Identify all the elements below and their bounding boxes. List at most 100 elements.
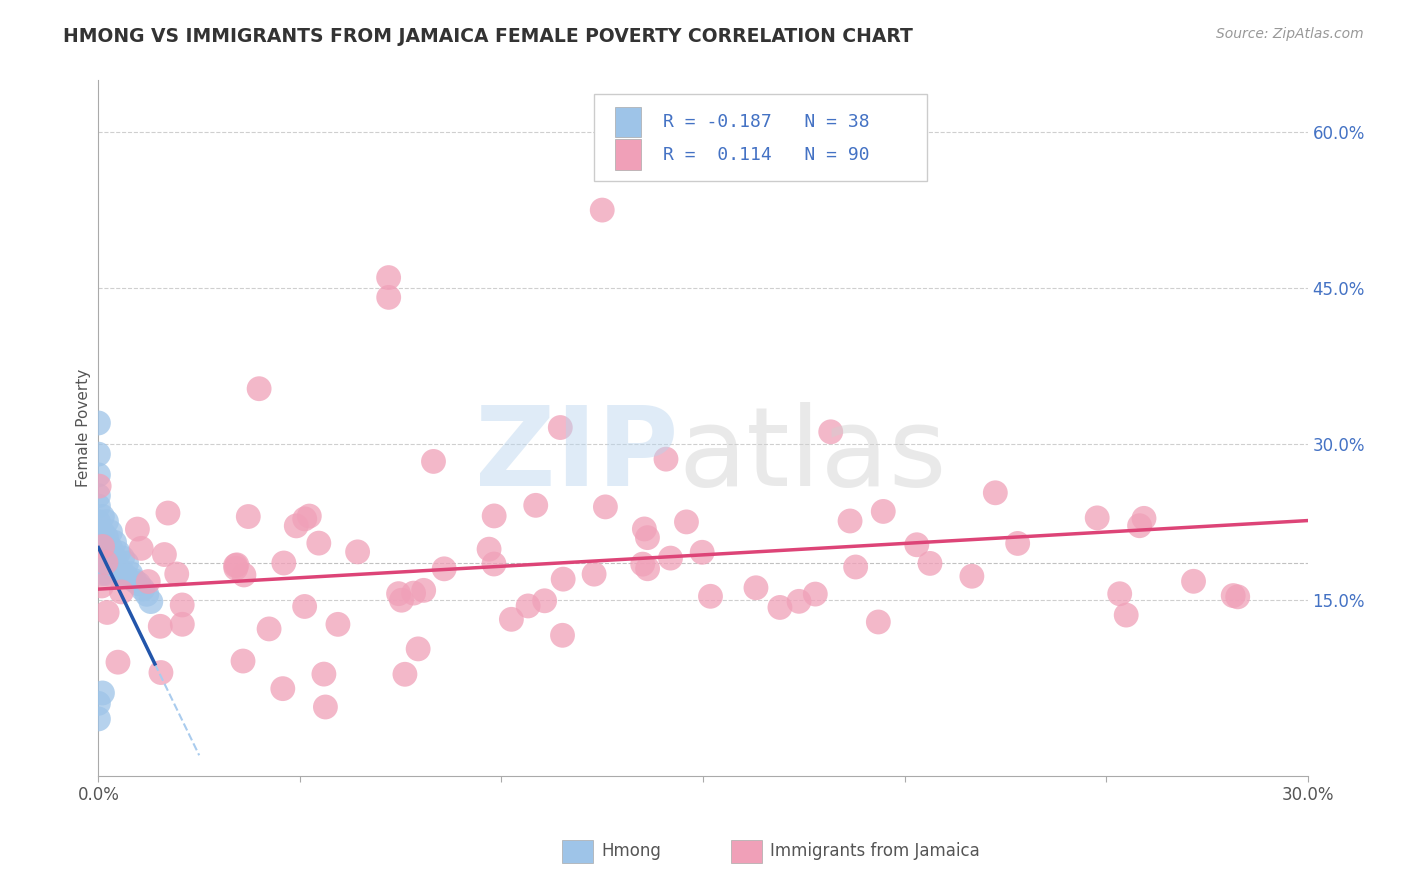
- Text: R =  0.114   N = 90: R = 0.114 N = 90: [664, 145, 870, 164]
- Point: [91, 686, 114, 700]
- Point: [655, 452, 678, 467]
- Point: [120, 566, 142, 581]
- Point: [136, 574, 159, 589]
- Point: [91, 566, 114, 581]
- Point: [984, 485, 1007, 500]
- Point: [153, 548, 176, 562]
- Point: [107, 561, 129, 575]
- Point: [482, 557, 505, 571]
- Point: [294, 599, 316, 614]
- FancyBboxPatch shape: [614, 139, 641, 170]
- Point: [524, 499, 547, 513]
- Point: [675, 515, 697, 529]
- Point: [225, 558, 247, 573]
- Point: [103, 551, 125, 566]
- Point: [517, 599, 540, 613]
- Point: [87, 515, 110, 529]
- Point: [285, 519, 308, 533]
- Point: [225, 558, 247, 572]
- Point: [314, 700, 336, 714]
- Point: [96, 606, 118, 620]
- Point: [90, 579, 112, 593]
- Point: [87, 697, 110, 711]
- Point: [110, 585, 132, 599]
- Point: [699, 589, 721, 603]
- Point: [247, 382, 270, 396]
- Point: [127, 522, 149, 536]
- Point: [533, 594, 555, 608]
- Point: [107, 655, 129, 669]
- Point: [905, 538, 928, 552]
- Point: [111, 551, 134, 566]
- Point: [787, 594, 810, 608]
- Point: [308, 536, 330, 550]
- Point: [238, 509, 260, 524]
- Point: [326, 617, 349, 632]
- Point: [595, 500, 617, 514]
- Point: [1108, 587, 1130, 601]
- Point: [501, 612, 523, 626]
- FancyBboxPatch shape: [595, 95, 927, 181]
- Point: [346, 545, 368, 559]
- Point: [960, 569, 983, 583]
- Point: [96, 515, 118, 529]
- Point: [94, 555, 117, 569]
- Point: [124, 574, 146, 588]
- Point: [172, 598, 194, 612]
- Point: [478, 542, 501, 557]
- Point: [149, 665, 172, 680]
- Point: [156, 506, 179, 520]
- Point: [868, 615, 890, 629]
- Point: [377, 270, 399, 285]
- Point: [1115, 608, 1137, 623]
- Point: [377, 290, 399, 304]
- Point: [103, 563, 125, 577]
- Point: [115, 569, 138, 583]
- Point: [91, 541, 114, 555]
- Point: [637, 531, 659, 545]
- Text: ZIP: ZIP: [475, 402, 679, 509]
- Text: atlas: atlas: [679, 402, 948, 509]
- Point: [132, 582, 155, 596]
- Point: [402, 586, 425, 600]
- Point: [482, 508, 505, 523]
- Point: [129, 541, 152, 556]
- Point: [394, 667, 416, 681]
- Point: [273, 556, 295, 570]
- Point: [659, 551, 682, 566]
- Point: [1226, 590, 1249, 604]
- Point: [128, 577, 150, 591]
- Point: [87, 416, 110, 430]
- Point: [91, 509, 114, 524]
- Point: [149, 619, 172, 633]
- Point: [769, 600, 792, 615]
- Text: Hmong: Hmong: [602, 842, 662, 860]
- Point: [918, 557, 941, 571]
- Point: [91, 556, 114, 570]
- Point: [583, 567, 606, 582]
- Point: [96, 566, 118, 581]
- Point: [225, 561, 247, 575]
- Y-axis label: Female Poverty: Female Poverty: [76, 369, 91, 487]
- Point: [166, 566, 188, 581]
- Text: Source: ZipAtlas.com: Source: ZipAtlas.com: [1216, 27, 1364, 41]
- Point: [872, 504, 894, 518]
- Point: [1182, 574, 1205, 589]
- Point: [820, 425, 842, 439]
- Text: HMONG VS IMMIGRANTS FROM JAMAICA FEMALE POVERTY CORRELATION CHART: HMONG VS IMMIGRANTS FROM JAMAICA FEMALE …: [63, 27, 912, 45]
- Point: [591, 203, 613, 218]
- Point: [100, 556, 122, 570]
- Point: [1129, 518, 1152, 533]
- Point: [257, 622, 280, 636]
- Point: [433, 562, 456, 576]
- Point: [100, 524, 122, 539]
- Point: [406, 641, 429, 656]
- Point: [172, 617, 194, 632]
- Point: [1007, 536, 1029, 550]
- Point: [103, 535, 125, 549]
- Point: [633, 522, 655, 536]
- Point: [87, 546, 110, 560]
- Point: [91, 540, 114, 554]
- Point: [87, 712, 110, 726]
- Point: [87, 524, 110, 539]
